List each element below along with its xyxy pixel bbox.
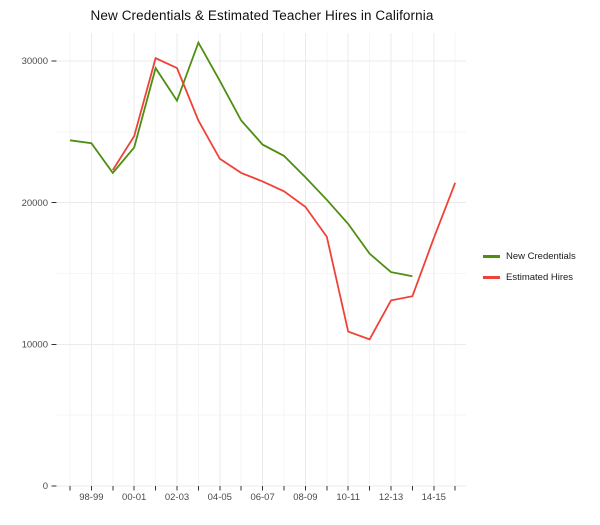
legend-item-new-credentials: New Credentials [483,246,576,267]
data-series-lines [69,40,457,341]
new-credentials-line-swatch [483,255,500,258]
legend-label-new-credentials: New Credentials [506,251,576,262]
x-axis-tick-label: 02-03 [165,492,189,503]
x-axis-tick-label: 06-07 [250,492,274,503]
y-axis-tick-label: 30000 [22,56,48,67]
x-axis-tick-label: 00-01 [122,492,146,503]
x-axis-tick-label: 08-09 [293,492,317,503]
axis-tick-labels: 0 10000 20000 30000 98-99 00-01 02-03 04-05 06-0… [22,56,446,503]
legend-item-estimated-hires: Estimated Hires [483,267,576,288]
axis-tick-marks [51,60,456,491]
x-axis-tick-label: 14-15 [422,492,446,503]
major-gridlines [57,33,466,487]
estimated-hires-line [112,56,457,341]
minor-gridlines [57,33,466,486]
chart-title: New Credentials & Estimated Teacher Hire… [90,8,434,23]
chart-legend: New Credentials Estimated Hires [483,246,576,288]
y-axis-tick-label: 0 [43,481,48,492]
estimated-hires-line-swatch [483,276,500,279]
y-axis-tick-label: 20000 [22,198,48,209]
y-axis-tick-label: 10000 [22,340,48,351]
legend-label-estimated-hires: Estimated Hires [506,272,574,283]
x-axis-tick-label: 10-11 [336,492,360,503]
new-credentials-line [69,40,413,278]
x-axis-tick-label: 04-05 [208,492,232,503]
x-axis-tick-label: 12-13 [379,492,403,503]
x-axis-tick-label: 98-99 [79,492,103,503]
